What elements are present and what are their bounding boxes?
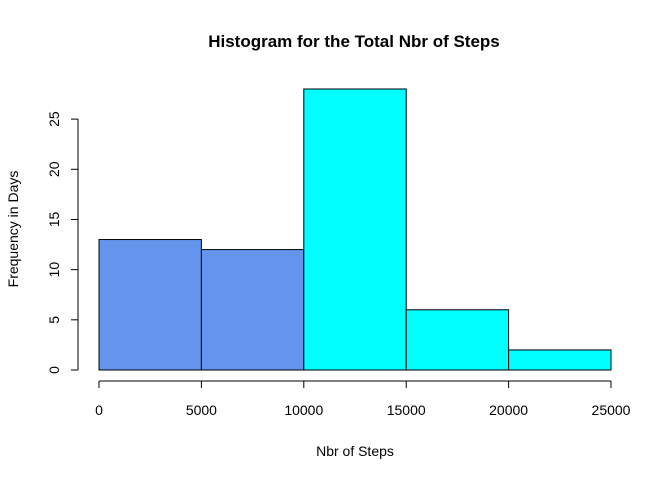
histogram-bar-3	[405, 309, 510, 371]
x-axis-label: Nbr of Steps	[316, 443, 394, 459]
histogram-bar-4	[508, 349, 612, 371]
y-tick-label-5: 25	[46, 111, 62, 127]
x-tick-label-2: 10000	[284, 402, 323, 418]
y-axis-label: Frequency in Days	[5, 171, 21, 288]
y-tick-label-2: 10	[46, 262, 62, 278]
chart-title: Histogram for the Total Nbr of Steps	[208, 32, 500, 51]
x-tick-label-4: 20000	[489, 402, 528, 418]
y-tick-label-4: 20	[46, 161, 62, 177]
y-tick-label-1: 5	[46, 316, 62, 324]
y-tick-label-3: 15	[46, 211, 62, 227]
x-axis: 0 5000 10000 15000 20000 25000	[95, 380, 631, 418]
y-axis: 0 5 10 15 20 25	[46, 111, 79, 374]
histogram-bar-0	[98, 239, 202, 371]
histogram-bar-2	[303, 88, 407, 371]
x-tick-label-5: 25000	[592, 402, 631, 418]
x-tick-label-0: 0	[95, 402, 103, 418]
bars-group	[98, 88, 612, 371]
histogram-bar-1	[200, 249, 305, 371]
x-tick-label-3: 15000	[387, 402, 426, 418]
y-tick-label-0: 0	[46, 366, 62, 374]
x-tick-label-1: 5000	[186, 402, 217, 418]
